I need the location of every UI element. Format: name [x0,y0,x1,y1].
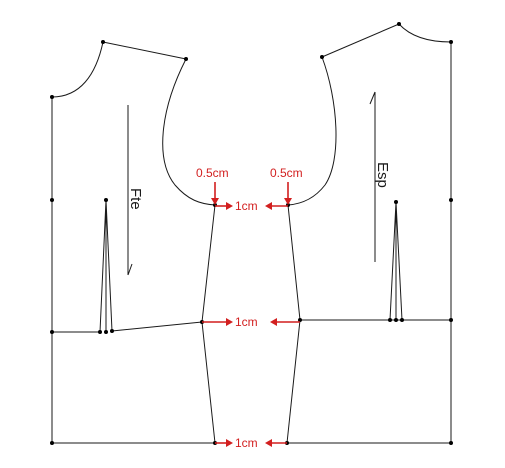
back-shoulder [321,23,400,58]
front-point [104,198,108,202]
front-point [50,198,54,202]
front-point [104,330,108,334]
front-label: Fte [127,188,144,210]
gap-arrowhead-middle-right [270,318,277,326]
gap-arrowhead-top-right [265,202,272,210]
front-point [50,441,54,445]
gap-label-middle: 1cm [235,315,258,329]
back-center-line [287,42,452,444]
front-waist-line [52,321,203,333]
offset-arrowhead-right [284,198,292,205]
gap-label-top: 1cm [235,199,258,213]
back-dart [389,201,403,321]
annotations: 0.5cm 0.5cm 1cm 1cm 1cm [196,166,303,450]
back-point [394,200,398,204]
front-piece: Fte [50,40,217,445]
front-point [101,40,105,44]
offset-label-left: 0.5cm [196,166,229,180]
gap-arrowhead-middle-left [226,318,233,326]
front-armhole [162,58,216,206]
back-point [388,318,392,322]
gap-arrowhead-bottom-right [265,439,272,447]
offset-arrowhead-left [211,198,219,205]
back-point [298,318,302,322]
front-neckline [51,41,104,98]
back-point [397,22,401,26]
back-armhole [287,56,337,206]
offset-label-right: 0.5cm [270,166,303,180]
back-grain-arrow [369,91,376,105]
back-point [449,318,453,322]
back-neckline [398,23,452,43]
front-grain-arrow [127,263,133,276]
back-point [449,40,453,44]
back-point [449,441,453,445]
back-point [320,55,324,59]
back-point [400,318,404,322]
front-point [50,95,54,99]
back-side-seam [286,204,301,444]
back-point [449,198,453,202]
front-center-line [51,97,215,444]
back-point [394,318,398,322]
front-point [184,57,188,61]
gap-arrowhead-bottom-left [226,439,233,447]
gap-arrowhead-top-left [226,202,233,210]
gap-label-bottom: 1cm [235,436,258,450]
front-point [110,329,114,333]
front-side-seam [201,204,216,444]
front-point [98,330,102,334]
back-piece: Esp [285,22,453,445]
front-dart [99,199,113,333]
front-shoulder [102,41,187,60]
back-label: Esp [374,162,391,188]
front-point [50,330,54,334]
